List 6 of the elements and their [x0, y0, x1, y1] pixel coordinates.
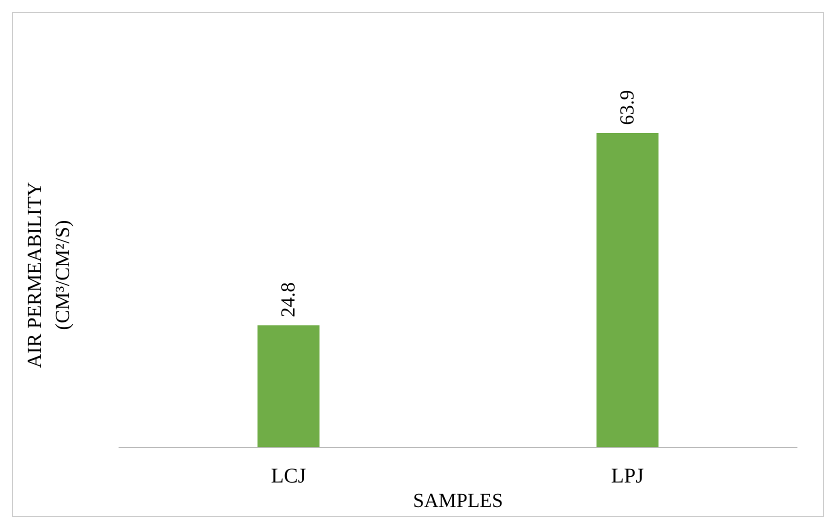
x-axis-title: SAMPLES	[412, 490, 504, 512]
y-axis-title: AIR PERMEABILITY (CM³/CM²/S)	[24, 182, 74, 368]
x-tick-label: LCJ	[270, 464, 306, 488]
x-tick-label: LPJ	[611, 464, 644, 488]
data-label: 24.8	[278, 282, 300, 318]
data-label: 63.9	[616, 90, 638, 125]
